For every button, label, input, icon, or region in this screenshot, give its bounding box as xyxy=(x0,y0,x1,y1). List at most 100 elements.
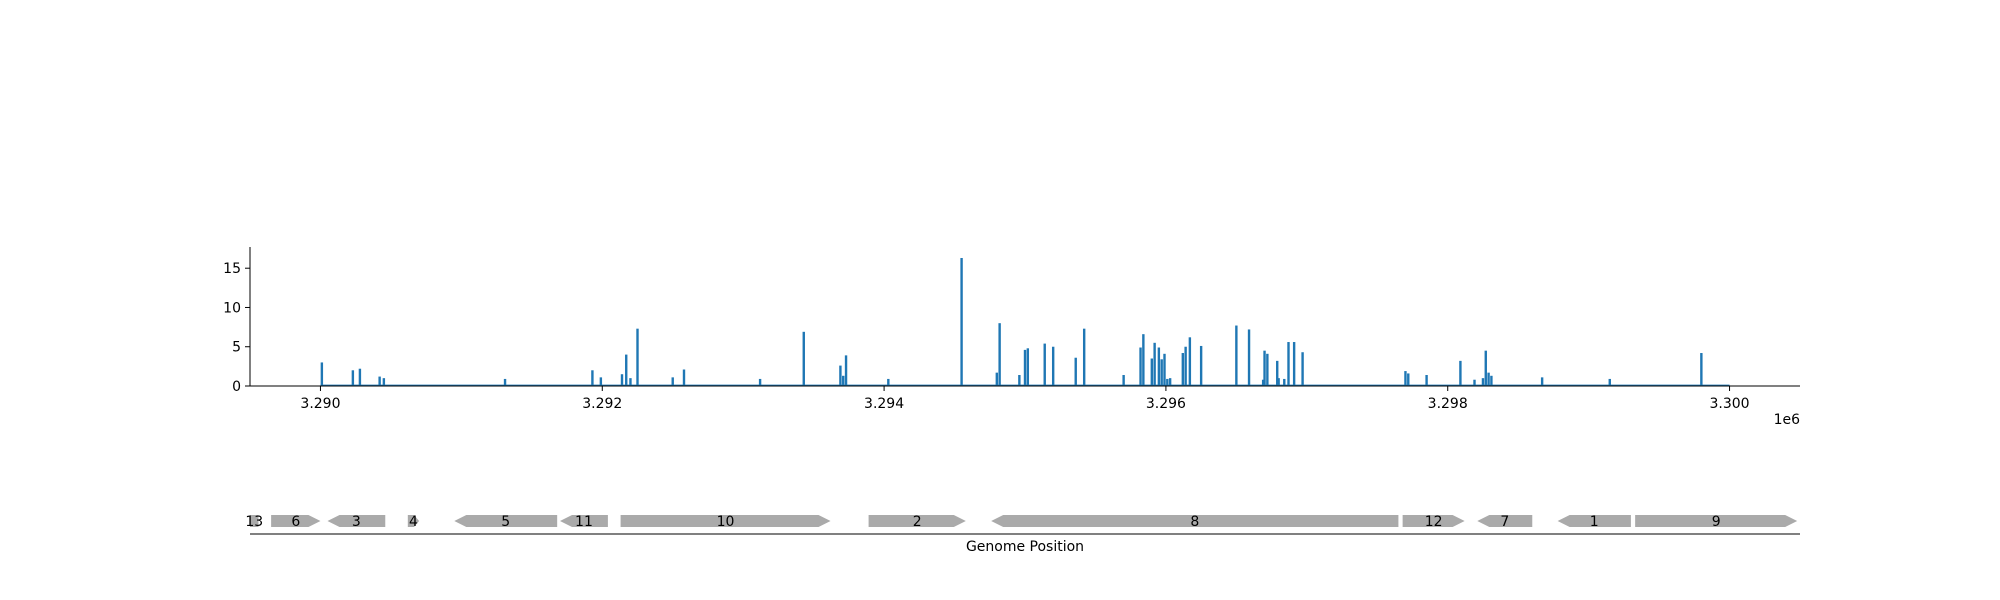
gene-label: 12 xyxy=(1425,514,1443,530)
coverage-bar xyxy=(1160,359,1163,386)
coverage-bar xyxy=(382,378,386,386)
coverage-bar xyxy=(1301,352,1304,386)
x-axis-label: Genome Position xyxy=(966,539,1084,555)
gene-arrow xyxy=(1557,515,1631,527)
coverage-bar xyxy=(591,370,594,386)
coverage-bar xyxy=(839,365,842,386)
gene-arrow xyxy=(560,515,608,527)
coverage-bar xyxy=(351,370,355,386)
coverage-bar xyxy=(671,377,674,386)
gene-arrow xyxy=(868,515,966,527)
gene-label: 9 xyxy=(1712,514,1721,530)
gene-arrow xyxy=(250,515,259,527)
gene-track: 13 6 3 4 5 11 10 2 8 12 7 1 9 xyxy=(245,514,1800,535)
coverage-bar xyxy=(1163,353,1166,386)
coverage-bar xyxy=(1150,358,1154,386)
coverage-bar xyxy=(1263,350,1266,386)
coverage-bar xyxy=(378,376,381,386)
coverage-bar xyxy=(320,362,324,386)
coverage-bar xyxy=(1188,337,1192,386)
coverage-bar xyxy=(1168,378,1172,386)
coverage-bar xyxy=(960,257,963,386)
gene-label: 7 xyxy=(1500,514,1509,530)
gene-label: 5 xyxy=(501,514,510,530)
coverage-bar xyxy=(1018,375,1021,386)
coverage-bar xyxy=(1142,334,1145,386)
coverage-bar xyxy=(1407,373,1410,386)
coverage-bar xyxy=(1247,329,1251,386)
coverage-bar xyxy=(629,378,632,386)
coverage-bar xyxy=(1481,378,1485,386)
coverage-bar xyxy=(599,377,603,386)
x-tick-label: 3.294 xyxy=(864,396,904,412)
x-tick-label: 3.292 xyxy=(582,396,622,412)
y-tick-label: 0 xyxy=(232,379,241,395)
gene-label: 4 xyxy=(409,514,418,530)
coverage-bar xyxy=(620,374,624,386)
coverage-bar xyxy=(842,375,845,386)
x-tick-label: 3.298 xyxy=(1428,396,1468,412)
coverage-bar xyxy=(1157,347,1161,386)
x-tick-label: 3.296 xyxy=(1146,396,1186,412)
coverage-bar xyxy=(1074,357,1077,386)
coverage-bar xyxy=(1700,353,1703,386)
coverage-bar xyxy=(1023,349,1027,386)
coverage-bar xyxy=(1276,360,1279,386)
gene-arrow xyxy=(991,515,1399,527)
gene-label: 10 xyxy=(717,514,735,530)
coverage-bar xyxy=(1139,347,1142,386)
coverage-bar xyxy=(625,354,628,386)
gene-label: 13 xyxy=(245,514,263,530)
gene-arrow xyxy=(1402,515,1465,527)
coverage-bar xyxy=(802,331,805,386)
y-tick-label: 10 xyxy=(223,300,241,316)
y-tick-label: 15 xyxy=(223,261,241,277)
coverage-bars xyxy=(320,257,1730,387)
coverage-bar xyxy=(887,378,890,386)
coverage-bar xyxy=(1199,345,1203,386)
coverage-bar xyxy=(1473,379,1476,386)
y-tick-label: 5 xyxy=(232,340,241,356)
coverage-bar xyxy=(1026,348,1030,386)
gene-arrow xyxy=(454,515,558,527)
coverage-bar xyxy=(1261,379,1265,386)
coverage-bar xyxy=(1235,325,1238,386)
gene-arrow xyxy=(407,515,420,527)
x-offset-label: 1e6 xyxy=(1774,412,1801,428)
coverage-bar xyxy=(1122,375,1125,386)
gene-label: 11 xyxy=(575,514,593,530)
gene-arrow xyxy=(271,515,321,527)
coverage-bar xyxy=(1404,371,1407,386)
coverage-bar xyxy=(995,372,999,386)
coverage-bar xyxy=(1608,378,1611,386)
coverage-bar xyxy=(1266,353,1269,386)
gene-label: 3 xyxy=(352,514,361,530)
coverage-axes: 0 5 10 15 3.290 3.292 3.294 3.296 3.298 3.300 1e6 xyxy=(223,247,1800,428)
coverage-bar xyxy=(1490,375,1493,386)
gene-label: 1 xyxy=(1590,514,1599,530)
coverage-bar xyxy=(1459,360,1462,386)
coverage-bar xyxy=(1181,353,1185,386)
coverage-bar xyxy=(1484,350,1487,386)
coverage-bar xyxy=(1277,378,1280,386)
coverage-bar xyxy=(1283,378,1286,386)
coverage-bar xyxy=(844,355,848,386)
coverage-bar xyxy=(1153,342,1156,386)
x-tick-label: 3.300 xyxy=(1709,396,1749,412)
gene-arrow xyxy=(1635,515,1798,527)
gene-label: 2 xyxy=(913,514,922,530)
x-tick-label: 3.290 xyxy=(300,396,340,412)
coverage-bar xyxy=(682,369,686,386)
coverage-bar xyxy=(998,323,1001,386)
coverage-bar xyxy=(636,328,639,386)
coverage-bar xyxy=(503,378,507,386)
gene-label: 8 xyxy=(1190,514,1199,530)
coverage-bar xyxy=(1287,342,1290,386)
gene-label: 6 xyxy=(291,514,300,530)
coverage-bar xyxy=(1051,346,1055,386)
coverage-bar xyxy=(1540,377,1544,386)
gene-arrow xyxy=(327,515,386,527)
coverage-bar xyxy=(1166,378,1169,386)
coverage-bar xyxy=(1487,372,1490,386)
